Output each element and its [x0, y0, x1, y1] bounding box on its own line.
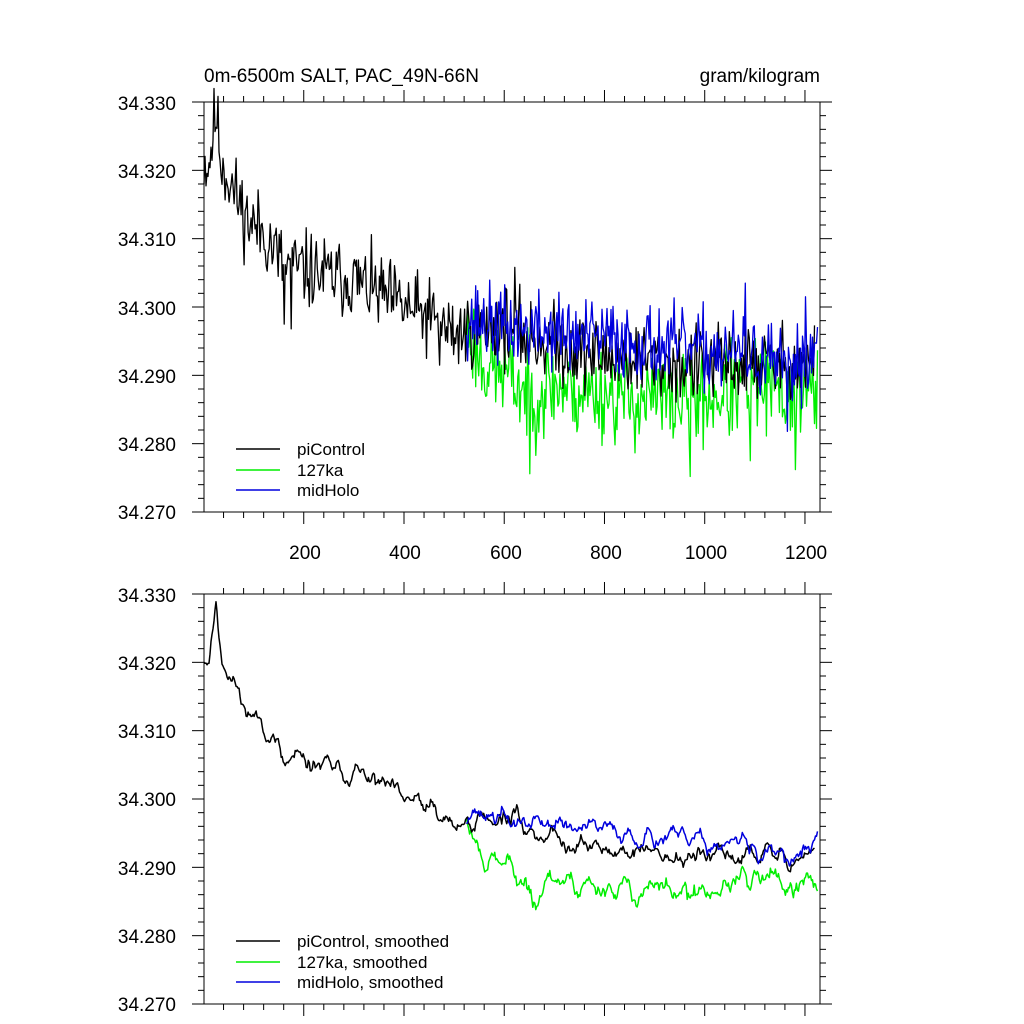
plot-frame	[203, 593, 821, 1005]
legend-label-midholo: midHolo	[297, 481, 359, 500]
y-tick-label: 34.290	[118, 367, 176, 388]
x-tick-label: 1200	[785, 543, 827, 564]
y-tick-label: 34.290	[118, 859, 176, 880]
y-tick-labels: 34.330 34.320 34.310 34.300 34.290 34.28…	[118, 586, 176, 1016]
raw-salinity-panel: 0m-6500m SALT, PAC_49N-66N gram/kilogram…	[118, 66, 832, 564]
x-tick-label: 1000	[685, 543, 727, 564]
legend-label-picontrol-smoothed: piControl, smoothed	[297, 932, 449, 951]
panel-title: 0m-6500m SALT, PAC_49N-66N	[204, 66, 479, 87]
y-tick-label: 34.330	[118, 586, 176, 607]
y-tick-label: 34.270	[118, 995, 176, 1016]
y-tick-label: 34.310	[118, 722, 176, 743]
x-tick-label: 800	[590, 543, 622, 564]
y-tick-label: 34.320	[118, 654, 176, 675]
series-lines	[203, 87, 819, 478]
legend: piControl, smoothed 127ka, smoothed midH…	[236, 932, 449, 992]
y-tick-labels: 34.330 34.320 34.310 34.300 34.290 34.28…	[118, 94, 176, 524]
series-line-midholo	[465, 805, 819, 867]
y-tick-label: 34.330	[118, 94, 176, 115]
y-tick-label: 34.270	[118, 503, 176, 524]
smoothed-salinity-panel: 34.330 34.320 34.310 34.300 34.290 34.28…	[118, 582, 832, 1016]
series-line-midholo	[465, 279, 819, 433]
legend: piControl 127ka midHolo	[236, 440, 365, 500]
x-tick-label: 200	[289, 543, 321, 564]
y-tick-label: 34.280	[118, 927, 176, 948]
x-tick-label: 400	[389, 543, 421, 564]
legend-label-midholo-smoothed: midHolo, smoothed	[297, 973, 443, 992]
y-tick-label: 34.300	[118, 299, 176, 320]
x-tick-label: 600	[490, 543, 522, 564]
axis-ticks	[192, 582, 832, 1016]
y-tick-label: 34.310	[118, 230, 176, 251]
y-tick-label: 34.320	[118, 162, 176, 183]
series-line-127ka	[465, 302, 819, 478]
y-tick-label: 34.280	[118, 435, 176, 456]
series-line-127ka	[465, 819, 819, 911]
plot-frame	[203, 101, 821, 513]
legend-label-127ka-smoothed: 127ka, smoothed	[297, 953, 427, 972]
series-lines	[203, 600, 819, 911]
axis-ticks	[192, 90, 832, 524]
legend-label-127ka: 127ka	[297, 461, 344, 480]
legend-label-picontrol: piControl	[297, 440, 365, 459]
units-label: gram/kilogram	[700, 66, 820, 87]
series-line-picontrol	[203, 600, 815, 873]
y-tick-label: 34.300	[118, 790, 176, 811]
x-tick-labels: 200 400 600 800 1000 1200	[289, 543, 827, 564]
